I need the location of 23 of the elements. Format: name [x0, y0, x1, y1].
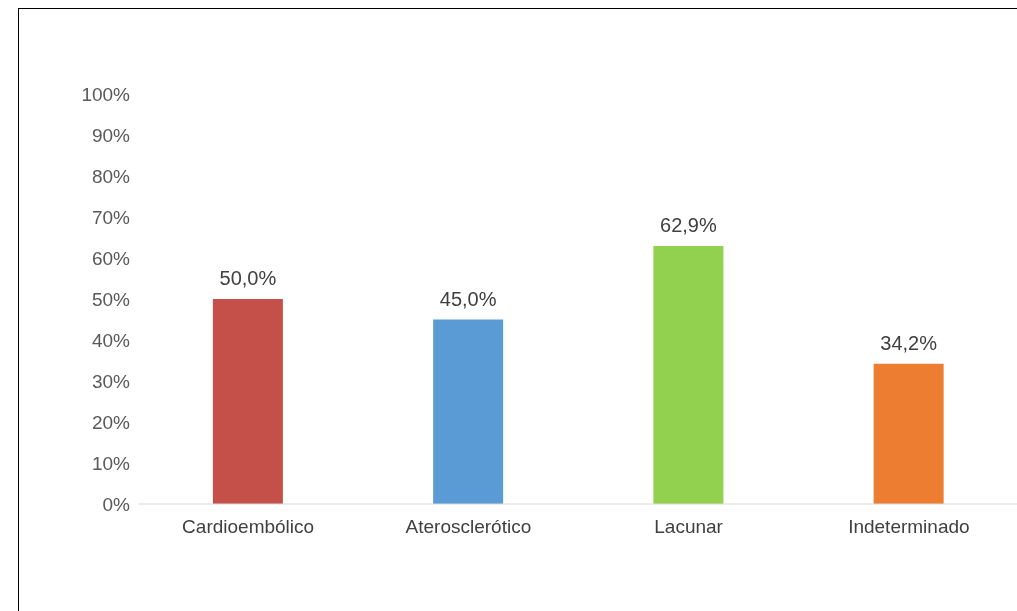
y-tick-label: 0%	[102, 493, 131, 515]
y-tick-label: 60%	[91, 247, 131, 269]
y-tick-label: 70%	[91, 206, 131, 228]
data-label: 34,2%	[880, 331, 938, 354]
y-tick-label: 80%	[91, 165, 131, 187]
y-tick-label: 50%	[91, 288, 131, 310]
y-tick-label: 40%	[91, 329, 131, 351]
bar	[873, 363, 944, 504]
data-label: 45,0%	[439, 287, 497, 310]
y-tick-label: 30%	[91, 370, 131, 392]
bar	[212, 299, 283, 504]
data-label: 50,0%	[219, 267, 277, 289]
x-tick-label: Aterosclerótico	[405, 516, 532, 538]
y-tick-label: 20%	[91, 411, 131, 433]
bar	[433, 319, 504, 504]
y-tick-label: 100%	[81, 83, 131, 105]
data-label: 62,9%	[660, 214, 717, 237]
x-tick-label: Lacunar	[654, 516, 724, 538]
x-tick-label: Indeterminado	[848, 516, 970, 538]
x-tick-label: Cardioembólico	[182, 516, 315, 538]
y-tick-label: 10%	[91, 452, 131, 474]
bar	[653, 246, 724, 504]
y-tick-label: 90%	[91, 124, 131, 146]
